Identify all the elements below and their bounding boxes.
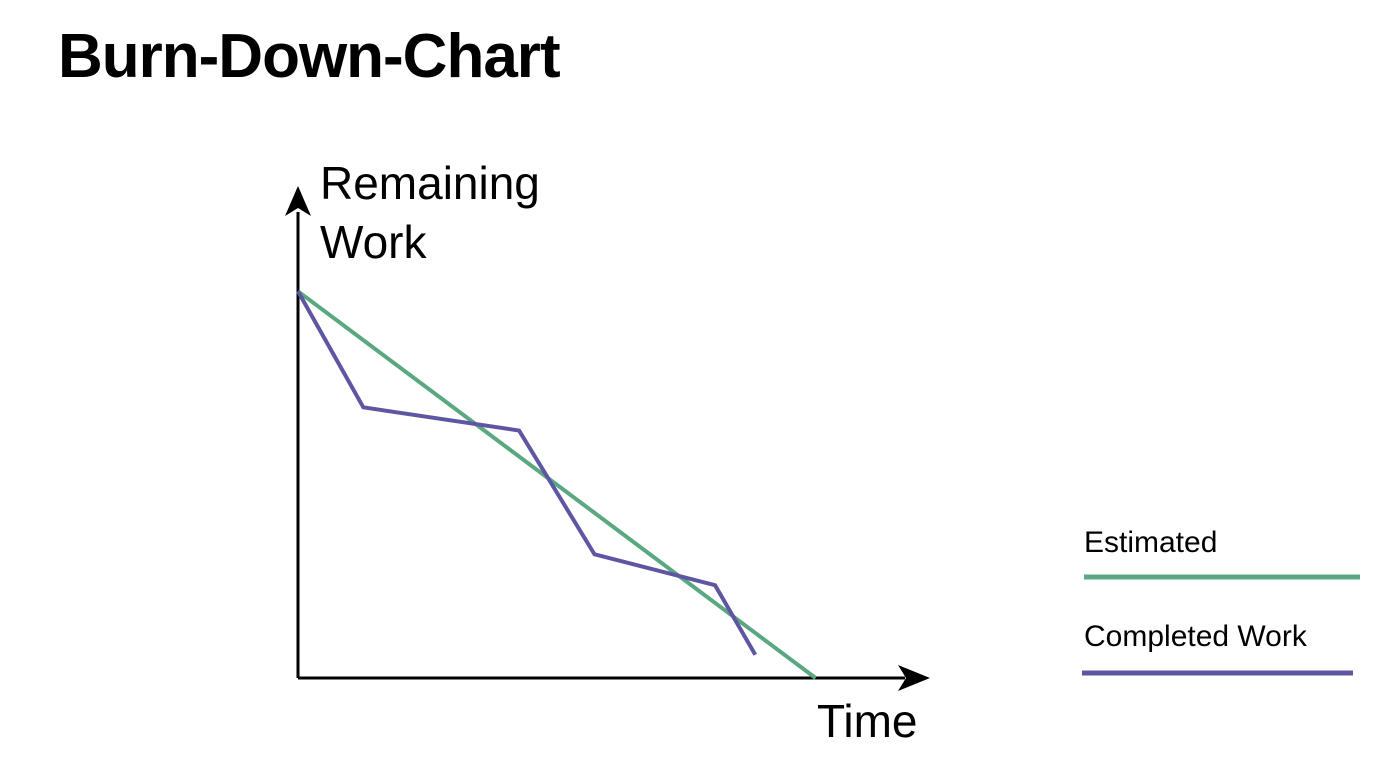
legend-label-estimated: Estimated	[1084, 526, 1217, 559]
y-axis	[285, 186, 311, 678]
y-axis-arrow	[285, 186, 311, 216]
x-axis-arrow	[898, 665, 930, 691]
series-layer	[296, 289, 817, 680]
series-line-estimated	[296, 289, 817, 680]
y-axis-label-line-2: Work	[320, 216, 427, 268]
y-axis-label-line-1: Remaining	[320, 157, 540, 209]
chart-title: Burn-Down-Chart	[58, 22, 561, 91]
legend: Estimated Completed Work	[1082, 526, 1360, 676]
series-line-completed-work	[296, 290, 758, 656]
legend-label-completed-work: Completed Work	[1084, 620, 1308, 653]
x-axis-label: Time	[817, 695, 918, 747]
x-axis	[298, 665, 930, 691]
